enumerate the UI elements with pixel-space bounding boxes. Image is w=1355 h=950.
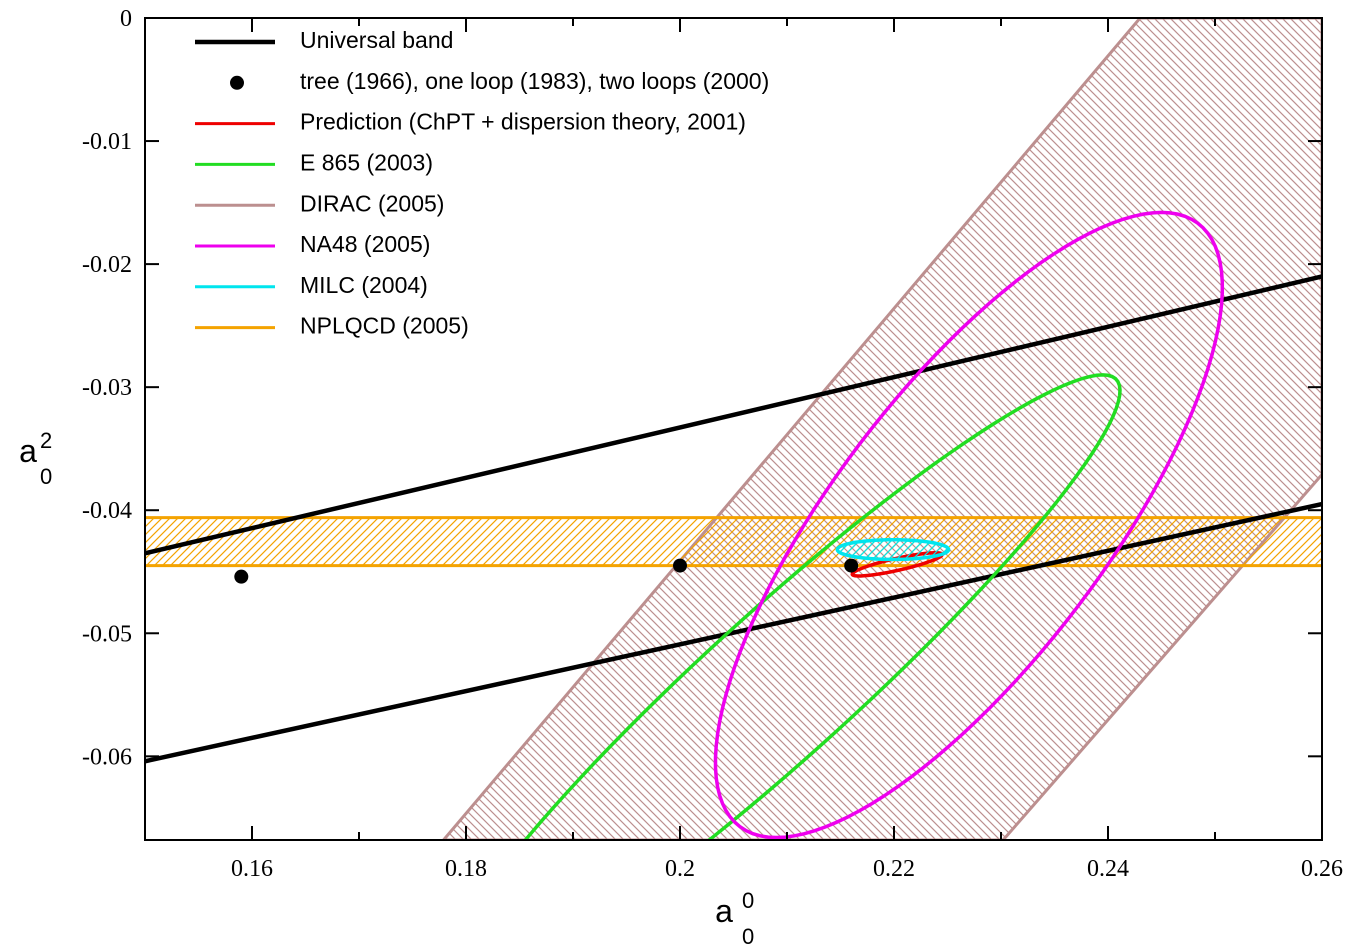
x-tick-label: 0.24 [1087, 856, 1129, 882]
plot-area [145, 18, 1322, 840]
y-tick-label: -0.03 [82, 375, 132, 401]
frame [144, 17, 1323, 841]
y-tick-label: -0.06 [82, 744, 132, 770]
legend-symbol [230, 75, 244, 90]
x-tick-label: 0.18 [445, 856, 487, 882]
legend-label: NA48 (2005) [300, 231, 430, 257]
x-label-sub: 0 [742, 924, 754, 949]
x-tick-label: 0.22 [873, 856, 915, 882]
y-tick-label: -0.04 [82, 498, 132, 524]
legend-label: Prediction (ChPT + dispersion theory, 20… [300, 109, 746, 135]
y-tick-label: 0 [120, 6, 132, 32]
legend-label: NPLQCD (2005) [300, 313, 469, 339]
y-label: a [19, 433, 37, 469]
y-tick-label: -0.05 [82, 621, 132, 647]
y-label-sub: 0 [40, 464, 52, 489]
x-tick-label: 0.2 [665, 856, 695, 882]
point [844, 558, 859, 573]
x-tick-label: 0.26 [1301, 856, 1343, 882]
band-region [441, 18, 1322, 840]
band-line [145, 274, 1322, 556]
legend-label: DIRAC (2005) [300, 190, 444, 216]
point [234, 569, 249, 584]
legend: Universal band tree (1966), one loop (198… [195, 27, 769, 339]
band-line [145, 501, 1322, 764]
legend-label: tree (1966), one loop (1983), two loops … [300, 68, 769, 94]
legend-label: E 865 (2003) [300, 149, 433, 175]
legend-label: MILC (2004) [300, 272, 428, 298]
contour-ellipse [523, 373, 1122, 840]
y-tick-label: -0.02 [82, 252, 132, 278]
point [673, 558, 687, 573]
legend-label: Universal band [300, 27, 453, 53]
x-label-sup: 0 [742, 888, 754, 913]
y-label-sup: 2 [40, 428, 52, 453]
x-label: a [715, 893, 733, 929]
y-tick-label: -0.01 [82, 129, 132, 155]
x-tick-label: 0.16 [231, 856, 273, 882]
contour-ellipse [713, 210, 1225, 840]
axes: 0.16 0.18 0.2 0.22 0.24 0.26 0 -0.01 -0.02 -0.03 -… [82, 6, 1343, 882]
band-region [145, 517, 1322, 566]
contour-ellipse [835, 537, 951, 562]
